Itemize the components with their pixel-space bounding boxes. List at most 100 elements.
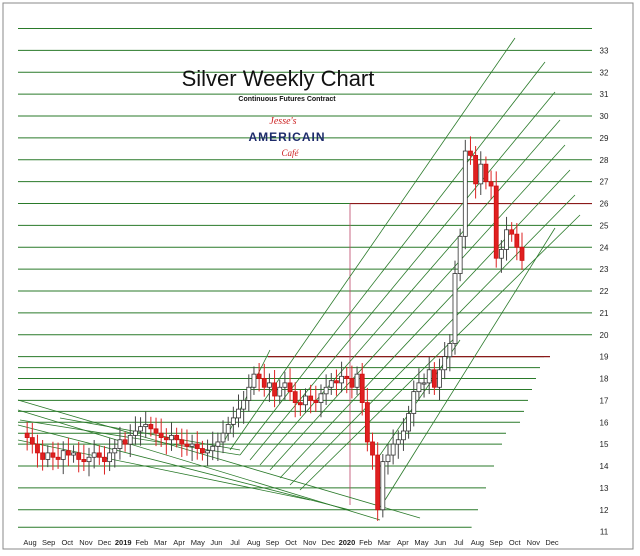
candle-body (390, 443, 396, 456)
y-tick-label: 24 (600, 243, 609, 252)
candle-body (148, 424, 154, 430)
x-tick-label: 2019 (115, 538, 132, 547)
y-tick-label: 29 (600, 134, 609, 143)
candle-body (184, 443, 190, 447)
x-tick-label: Nov (303, 538, 317, 547)
candle-body (308, 395, 314, 401)
candle-body (40, 452, 46, 460)
candle-body (493, 185, 499, 259)
candle-body (205, 450, 210, 454)
candle-body (431, 369, 437, 388)
x-tick-label: Jun (210, 538, 222, 547)
candle-body (395, 439, 401, 445)
y-tick-label: 13 (600, 484, 609, 493)
candle-body (29, 437, 35, 445)
candle-body (215, 441, 221, 447)
y-tick-label: 33 (600, 46, 609, 55)
y-tick-label: 30 (600, 112, 609, 121)
x-tick-label: Feb (359, 538, 372, 547)
candle-body (236, 408, 241, 419)
x-tick-label: Sep (489, 538, 502, 547)
candle-body (230, 417, 236, 425)
candle-body (24, 432, 30, 438)
candle-body (96, 452, 102, 458)
candle-body (143, 424, 149, 428)
candle-body (50, 452, 56, 458)
candle-body (421, 382, 427, 385)
candle-body (468, 150, 473, 156)
candle-body (519, 246, 525, 261)
candle-body (313, 399, 319, 403)
y-tick-label: 27 (600, 178, 609, 187)
y-tick-label: 21 (600, 309, 609, 318)
candle-body (272, 382, 277, 397)
candle-body (406, 413, 411, 432)
x-tick-label: Sep (42, 538, 55, 547)
chart-title: Silver Weekly Chart (182, 66, 375, 91)
candle-body (437, 369, 442, 388)
x-tick-label: Apr (397, 538, 409, 547)
candle-body (411, 391, 417, 414)
candle-body (65, 450, 71, 456)
x-tick-label: Dec (322, 538, 336, 547)
candle-body (483, 163, 489, 183)
candle-body (169, 434, 174, 441)
trend-fan-line (59, 417, 241, 451)
candle-body (55, 456, 61, 460)
x-tick-label: Nov (79, 538, 93, 547)
x-tick-label: Oct (509, 538, 522, 547)
trend-fan-line (299, 214, 581, 491)
y-tick-label: 16 (600, 418, 609, 427)
candle-body (504, 229, 509, 250)
x-tick-label: Jun (434, 538, 446, 547)
trend-fan-line (269, 144, 566, 471)
candle-body (452, 273, 458, 344)
candle-body (86, 456, 92, 463)
y-axis-ticks: 11 12 13 14 15 16 17 18 19 20 21 22 23 24 25 26 27 28 29 30… (600, 46, 609, 536)
candle-body (60, 450, 66, 460)
candle-body (478, 163, 484, 185)
candle-body (287, 382, 293, 393)
y-tick-label: 32 (600, 68, 609, 77)
candle-body (163, 437, 169, 441)
candle-body (261, 378, 267, 388)
x-tick-label: Oct (285, 538, 298, 547)
candle-body (416, 382, 422, 393)
trend-fan-line (289, 194, 576, 486)
candle-body (267, 382, 272, 388)
x-tick-label: Apr (173, 538, 185, 547)
candle-body (339, 375, 344, 384)
y-tick-label: 31 (600, 90, 609, 99)
x-tick-label: Sep (266, 538, 279, 547)
candle-body (117, 439, 123, 449)
x-tick-label: May (191, 538, 205, 547)
candle-body (246, 386, 252, 401)
candle-body (76, 452, 82, 460)
trend-fan-line (17, 399, 421, 519)
x-tick-label: Oct (61, 538, 74, 547)
candle-body (364, 402, 370, 443)
candle-body (328, 380, 334, 388)
candle-body (359, 373, 365, 403)
candle-body (112, 448, 118, 454)
candle-body (189, 443, 195, 447)
x-tick-label: Dec (545, 538, 559, 547)
candle-body (514, 233, 520, 248)
y-tick-label: 17 (600, 396, 609, 405)
candle-body (35, 443, 40, 454)
candle-body (45, 452, 51, 460)
x-tick-label: 2020 (339, 538, 356, 547)
candle-body (303, 395, 308, 406)
candle-body (174, 434, 180, 441)
y-tick-label: 20 (600, 331, 609, 340)
x-tick-label: Aug (23, 538, 36, 547)
y-tick-label: 25 (600, 221, 609, 230)
y-tick-label: 23 (600, 265, 609, 274)
y-tick-label: 19 (600, 353, 609, 362)
y-tick-label: 14 (600, 462, 609, 471)
logo-top-text: Jesse's (269, 116, 296, 127)
x-tick-label: Jul (230, 538, 240, 547)
candle-body (473, 155, 479, 185)
